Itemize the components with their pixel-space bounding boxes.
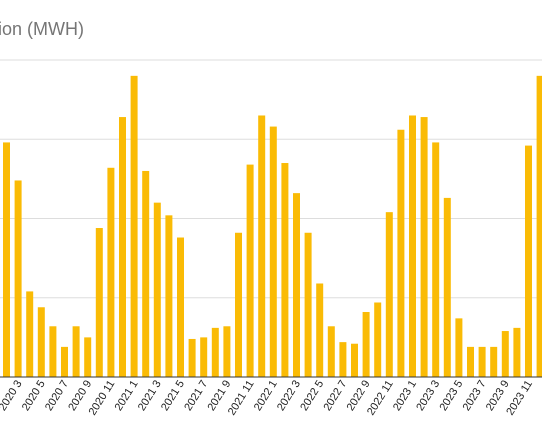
bar-2022-6 [327, 326, 335, 377]
bar-2021-8 [211, 327, 219, 377]
bar-2020-7 [61, 346, 68, 377]
bar-2021-6 [188, 338, 196, 377]
bar-2020-6 [49, 326, 57, 377]
bar-2022-9 [362, 312, 370, 377]
bar-2023-9 [501, 331, 509, 377]
bar-2022-5 [316, 283, 324, 377]
bar-2023-2 [420, 117, 428, 377]
bar-2023-6 [467, 346, 474, 377]
bar-2023-10 [513, 327, 521, 377]
bar-2020-11 [107, 167, 115, 377]
bar-2021-3 [153, 202, 161, 377]
bar-2023-3 [432, 142, 440, 377]
bar-2022-2 [281, 163, 289, 377]
bar-2020-8 [72, 326, 80, 377]
bar-2022-7 [339, 342, 347, 377]
bar-2023-8 [490, 346, 498, 377]
bar-2022-11 [385, 212, 393, 377]
bar-2021-4 [165, 215, 173, 377]
bar-2022-8 [351, 343, 358, 377]
bar-2023-12 [536, 75, 542, 377]
bar-2023-11 [525, 145, 532, 377]
bar-2020-9 [84, 337, 92, 378]
bar-2020-2 [3, 142, 10, 377]
bar-2020-12 [119, 117, 126, 377]
bar-2021-5 [177, 237, 184, 377]
bar-2022-4 [304, 232, 312, 377]
chart-title: ion (MWH) [0, 19, 84, 39]
bar-2021-2 [142, 170, 150, 377]
bars [3, 75, 542, 378]
bar-2023-7 [478, 346, 486, 377]
bar-2023-5 [455, 318, 463, 377]
bar-2022-3 [293, 193, 300, 377]
bar-2022-12 [397, 129, 405, 377]
bar-2023-1 [409, 115, 416, 377]
bar-2020-5 [37, 307, 45, 377]
bar-2021-12 [258, 115, 266, 377]
bar-2022-1 [269, 126, 277, 377]
bar-2021-10 [235, 232, 242, 377]
bar-2020-3 [14, 180, 22, 377]
bar-2022-10 [374, 302, 382, 377]
bar-2021-11 [246, 164, 254, 377]
bar-2021-1 [130, 75, 138, 377]
bar-2023-4 [443, 197, 451, 377]
bar-2021-7 [200, 337, 208, 378]
bar-2020-10 [95, 228, 103, 377]
bar-2021-9 [223, 326, 231, 377]
bar-2020-4 [26, 291, 34, 377]
